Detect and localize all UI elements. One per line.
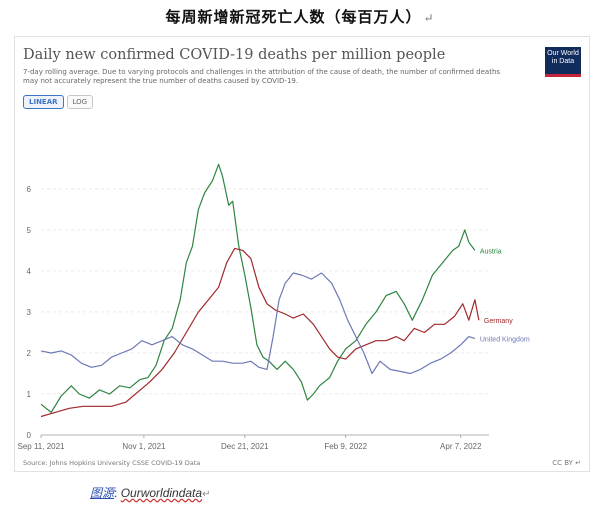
caption-source: Ourworldindata xyxy=(120,486,203,500)
y-tick-label: 1 xyxy=(27,390,32,399)
y-tick-label: 6 xyxy=(27,185,32,194)
return-mark: ↵ xyxy=(423,11,435,25)
series-line-austria xyxy=(40,163,476,413)
x-tick-label: Feb 9, 2022 xyxy=(324,442,367,451)
series-label: Austria xyxy=(480,248,502,255)
x-tick-label: Sep 11, 2021 xyxy=(17,442,65,451)
x-tick-label: Apr 7, 2022 xyxy=(440,442,482,451)
owid-logo[interactable]: Our World in Data xyxy=(545,47,581,77)
series-line-united-kingdom xyxy=(40,272,476,375)
tab-linear[interactable]: LINEAR xyxy=(23,95,64,109)
document-title-text: 每周新增新冠死亡人数（每百万人） xyxy=(165,8,422,26)
tab-log[interactable]: LOG xyxy=(66,95,94,109)
caption-separator: : xyxy=(114,486,121,500)
y-tick-label: 2 xyxy=(27,349,32,358)
figure-caption: 图源: Ourworldindata↵ xyxy=(90,484,210,501)
license-text: CC BY xyxy=(552,459,573,467)
y-tick-label: 3 xyxy=(27,308,32,317)
source-note: Source: Johns Hopkins University CSSE CO… xyxy=(23,459,201,467)
chart-title: Daily new confirmed COVID-19 deaths per … xyxy=(23,47,446,63)
logo-line1: Our World xyxy=(547,50,579,57)
y-tick-label: 4 xyxy=(27,267,32,276)
series-label: Germany xyxy=(484,318,513,325)
series-label: United Kingdom xyxy=(480,337,530,344)
license-note[interactable]: CC BY ↵ xyxy=(552,459,581,467)
line-chart: 0 1 2 3 4 5 6 Sep 11, 2021 Nov 1, 2021 Dec 21, 20… xyxy=(17,163,530,451)
chart-subtitle: 7-day rolling average. Due to varying pr… xyxy=(23,68,501,85)
series-line-germany xyxy=(40,247,480,418)
y-tick-label: 0 xyxy=(27,431,32,440)
return-mark: ↵ xyxy=(575,459,581,467)
return-mark: ↵ xyxy=(202,489,211,500)
chart-figure: 0 1 2 3 4 5 6 Sep 11, 2021 Nov 1, 2021 Dec 21, 20… xyxy=(14,36,590,472)
logo-line2: in Data xyxy=(551,58,575,65)
document-title: 每周新增新冠死亡人数（每百万人） ↵ xyxy=(0,6,600,27)
scale-toggle: LINEAR LOG xyxy=(23,95,94,109)
y-tick-label: 5 xyxy=(27,226,32,235)
caption-label: 图源 xyxy=(90,486,115,500)
x-tick-label: Dec 21, 2021 xyxy=(221,442,269,451)
x-tick-label: Nov 1, 2021 xyxy=(122,442,166,451)
